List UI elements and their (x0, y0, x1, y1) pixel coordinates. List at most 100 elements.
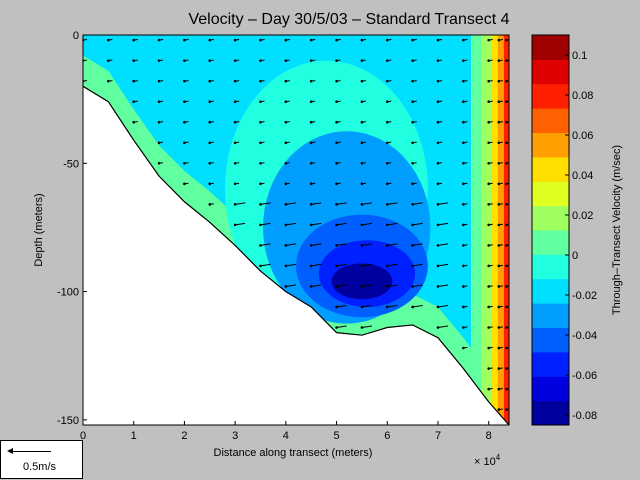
colorbar-segment (532, 230, 569, 255)
velocity-arrow-dot (309, 141, 313, 145)
velocity-arrow-dot (132, 38, 136, 42)
velocity-arrow-dot (505, 367, 508, 370)
water-column (83, 35, 509, 425)
velocity-arrow-dot (487, 100, 491, 104)
colorbar-segment (532, 132, 569, 158)
y-axis-label: Depth (meters) (33, 193, 45, 266)
colorbar-segment (532, 400, 569, 426)
velocity-arrow-dot (360, 100, 364, 104)
velocity-arrow-dot (335, 161, 338, 165)
colorbar-segment (532, 59, 569, 85)
velocity-arrow (260, 243, 271, 246)
velocity-arrow-dot (487, 120, 491, 124)
velocity-arrow-dot (385, 203, 389, 206)
x-tick-label: 1 (131, 430, 137, 442)
colorbar-tick-label: 0 (572, 250, 578, 262)
velocity-arrow-dot (132, 79, 136, 83)
velocity-arrow-dot (309, 79, 313, 83)
velocity-arrow-dot (157, 59, 161, 62)
velocity-arrow-dot (335, 182, 338, 186)
velocity-arrow-dot (335, 326, 338, 329)
seabed-line (83, 85, 509, 425)
colorbar-segment (532, 327, 569, 353)
velocity-arrow (285, 222, 296, 226)
velocity-arrow-dot (259, 161, 262, 165)
velocity-arrow (437, 222, 449, 226)
velocity-arrow-dot (360, 120, 364, 124)
colorbar-axis: 0.1 0.08 0.06 0.04 0.02 0 -0.02 -0.04 -0.06 -0.08 (565, 50, 597, 422)
velocity-arrow-dot (132, 100, 136, 104)
velocity-arrow-dot (284, 203, 288, 206)
velocity-arrow-dot (309, 264, 313, 268)
velocity-arrow-dot (497, 387, 501, 391)
velocity-arrow (361, 243, 373, 246)
velocity-arrow-dot (208, 100, 212, 104)
velocity-arrow-dot (259, 59, 262, 62)
velocity-arrow-dot (107, 79, 110, 83)
velocity-arrow-dot (284, 120, 288, 124)
velocity-arrow-dot (411, 285, 414, 288)
velocity-arrow-dot (497, 141, 501, 145)
velocity-arrow-dot (233, 141, 237, 145)
velocity-arrow-dot (183, 38, 186, 42)
velocity-arrow-dot (385, 182, 389, 186)
x-tick-label: 2 (181, 430, 187, 442)
colorbar-segment (532, 278, 569, 304)
velocity-arrow (412, 263, 423, 267)
velocity-arrow-dot (284, 264, 288, 268)
velocity-arrow-dot (385, 38, 389, 42)
velocity-arrow-dot (487, 38, 491, 42)
velocity-arrow-dot (309, 120, 313, 124)
x-axis-label: Distance along transect (meters) (214, 447, 373, 459)
velocity-arrow-dot (284, 59, 288, 62)
x-tick-label: 4 (283, 430, 289, 442)
velocity-arrow-dot (309, 223, 313, 227)
velocity-arrow-dot (183, 161, 186, 165)
velocity-field (83, 35, 509, 425)
velocity-arrow-dot (462, 305, 465, 309)
velocity-arrow-dot (411, 244, 414, 247)
velocity-arrow-dot (233, 79, 237, 83)
velocity-arrow-dot (259, 38, 262, 42)
velocity-arrow (311, 263, 322, 267)
colorbar-label: Through–Transect Velocity (m/sec) (611, 145, 623, 315)
velocity-arrow-dot (497, 182, 501, 186)
velocity-arrow-dot (385, 244, 389, 247)
velocity-arrow (437, 202, 449, 205)
velocity-arrow-dot (284, 141, 288, 145)
velocity-arrow-dot (309, 161, 313, 165)
velocity-arrow-dot (385, 161, 389, 165)
velocity-arrow-dot (497, 120, 501, 124)
velocity-arrow-dot (360, 38, 364, 42)
velocity-arrow-dot (360, 285, 364, 288)
velocity-arrow-dot (385, 223, 389, 227)
velocity-arrow-dot (497, 326, 501, 329)
velocity-arrow-dot (462, 326, 465, 329)
colorbar-segment (532, 181, 569, 207)
velocity-arrow-dot (505, 59, 508, 62)
velocity-arrow-dot (284, 285, 288, 288)
colorbar (532, 35, 569, 426)
velocity-arrow-dot (259, 203, 262, 206)
colorbar-segment (532, 108, 569, 133)
velocity-arrow (412, 222, 423, 226)
x-tick-label: 0 (80, 430, 86, 442)
velocity-arrow-dot (309, 38, 313, 42)
velocity-arrow-dot (462, 161, 465, 165)
velocity-arrow-dot (183, 182, 186, 186)
colorbar-segment (532, 35, 569, 60)
velocity-arrow-dot (385, 264, 389, 268)
velocity-arrow-dot (436, 305, 440, 309)
velocity-arrow-dot (208, 182, 212, 186)
velocity-arrow (437, 263, 449, 267)
velocity-contour-4 (331, 263, 393, 300)
velocity-arrow (285, 263, 296, 267)
velocity-arrow-dot (487, 346, 491, 350)
velocity-arrow-dot (233, 120, 237, 124)
velocity-arrow-dot (259, 182, 262, 186)
velocity-arrow-dot (360, 182, 364, 186)
velocity-arrow-dot (132, 120, 136, 124)
velocity-arrow-dot (157, 79, 161, 83)
velocity-arrow-dot (208, 203, 212, 206)
